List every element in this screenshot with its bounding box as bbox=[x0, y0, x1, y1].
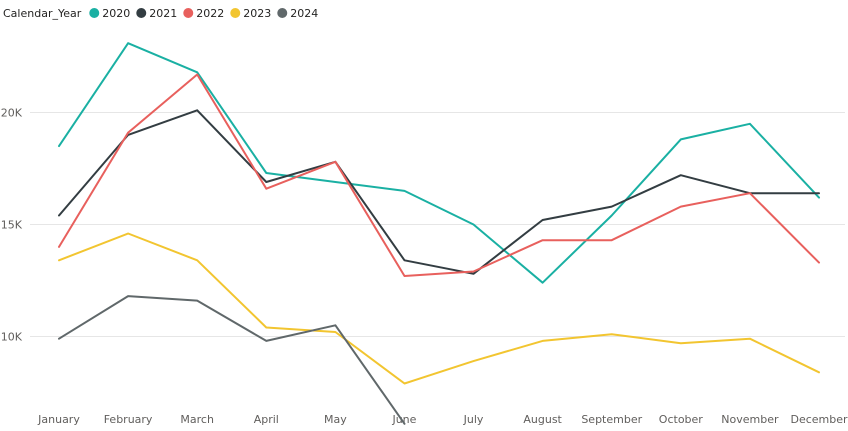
series-line-2020 bbox=[58, 42, 820, 284]
series-line-2023 bbox=[58, 232, 820, 385]
legend-label-2022: 2022 bbox=[196, 7, 224, 20]
legend-title: Calendar_Year bbox=[3, 7, 82, 20]
legend-label-2021: 2021 bbox=[149, 7, 177, 20]
series-line-2021 bbox=[58, 109, 820, 275]
series-line-2024 bbox=[58, 295, 406, 425]
x-tick-label: January bbox=[37, 413, 80, 426]
x-tick-label: July bbox=[463, 413, 484, 426]
legend-marker-2023 bbox=[230, 8, 241, 18]
legend-marker-2021 bbox=[136, 8, 147, 18]
legend: Calendar_Year 2020 2021 2022 2023 2024 bbox=[3, 7, 318, 20]
y-tick-label: 10K bbox=[1, 330, 23, 343]
legend-marker-2020 bbox=[89, 8, 100, 18]
legend-marker-2022 bbox=[183, 8, 194, 18]
x-axis-tick-labels: January February March April May June July Augu… bbox=[37, 413, 848, 426]
x-tick-label: August bbox=[523, 413, 562, 426]
x-tick-label: June bbox=[391, 413, 416, 426]
x-tick-label: December bbox=[790, 413, 848, 426]
legend-label-2024: 2024 bbox=[290, 7, 318, 20]
x-tick-label: November bbox=[721, 413, 779, 426]
y-axis-tick-labels: 10K 15K 20K bbox=[1, 107, 23, 344]
x-tick-label: May bbox=[324, 413, 347, 426]
legend-label-2020: 2020 bbox=[102, 7, 130, 20]
legend-marker-2024 bbox=[277, 8, 288, 18]
x-tick-label: February bbox=[104, 413, 153, 426]
x-tick-label: April bbox=[254, 413, 279, 426]
y-tick-label: 15K bbox=[1, 219, 23, 232]
gridlines bbox=[30, 112, 845, 337]
x-tick-label: September bbox=[581, 413, 642, 426]
x-tick-label: October bbox=[659, 413, 703, 426]
series-lines bbox=[58, 42, 820, 425]
legend-label-2023: 2023 bbox=[243, 7, 271, 20]
series-line-2022 bbox=[58, 73, 820, 277]
x-tick-label: March bbox=[180, 413, 214, 426]
y-tick-label: 20K bbox=[1, 107, 23, 120]
